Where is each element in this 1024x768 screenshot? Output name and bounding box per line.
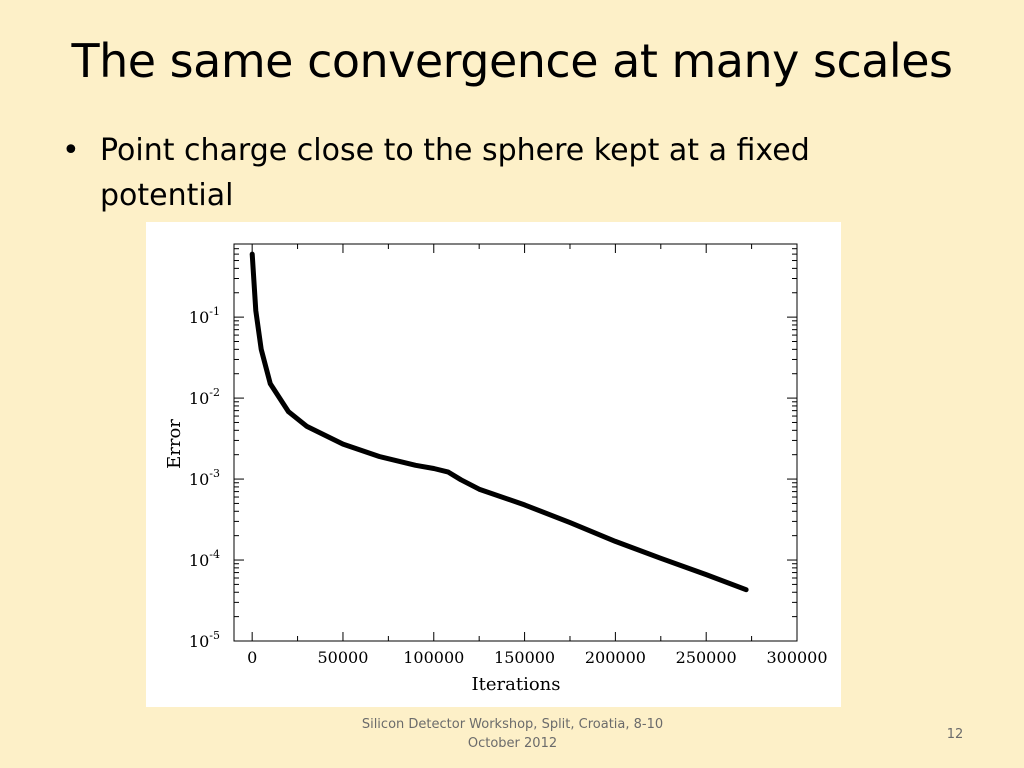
x-tick-label: 300000 [766, 648, 827, 667]
error-vs-iterations-chart: 0 50000 100000 150000 200000 250000 300000 10-… [164, 243, 828, 695]
data-point [377, 454, 382, 459]
x-axis-ticks: 0 50000 100000 150000 200000 250000 300000 [247, 244, 828, 667]
data-point [286, 409, 291, 414]
bullet-item: • Point charge close to the sphere kept … [62, 128, 942, 218]
data-point [249, 251, 255, 257]
data-point [567, 520, 573, 525]
data-point [268, 381, 273, 387]
data-point [253, 308, 258, 313]
y-tick-label: 10-1 [189, 305, 220, 327]
data-point [703, 572, 709, 577]
chart-panel: 0 50000 100000 150000 200000 250000 300000 10-… [146, 222, 841, 707]
bullet-dot-icon: • [62, 133, 80, 168]
data-point [340, 441, 346, 447]
data-point [658, 556, 663, 561]
x-tick-label: 50000 [318, 648, 369, 667]
bullet-text: Point charge close to the sphere kept at… [100, 133, 810, 213]
footer-text: Silicon Detector Workshop, Split, Croati… [361, 717, 664, 751]
x-tick-label: 200000 [585, 648, 646, 667]
series-line [249, 251, 749, 593]
series-layer [249, 251, 749, 593]
data-point [522, 502, 527, 508]
data-point [458, 477, 464, 482]
y-axis-ticks: 10-1 10-2 10-3 10-4 10-5 [189, 243, 797, 651]
slide-title: The same convergence at many scales [71, 34, 953, 88]
y-tick-label: 10-2 [189, 386, 220, 408]
y-axis-label: Error [164, 419, 185, 469]
x-tick-label: 100000 [403, 648, 464, 667]
data-point [431, 466, 436, 471]
page-number: 12 [946, 727, 964, 742]
data-point [743, 587, 749, 592]
data-point [259, 347, 264, 352]
data-point [476, 486, 482, 492]
data-point [613, 539, 618, 544]
y-tick-label: 10-5 [189, 629, 220, 651]
y-tick-label: 10-4 [189, 548, 220, 570]
y-tick-label: 10-3 [189, 467, 220, 489]
x-axis-label: Iterations [472, 674, 561, 695]
plot-frame [233, 243, 798, 642]
x-tick-label: 0 [247, 648, 257, 667]
data-point [413, 463, 418, 468]
bullet-list: • Point charge close to the sphere kept … [62, 128, 942, 218]
data-point [304, 423, 309, 429]
data-point [446, 469, 451, 475]
x-tick-label: 250000 [676, 648, 737, 667]
x-tick-label: 150000 [494, 648, 555, 667]
